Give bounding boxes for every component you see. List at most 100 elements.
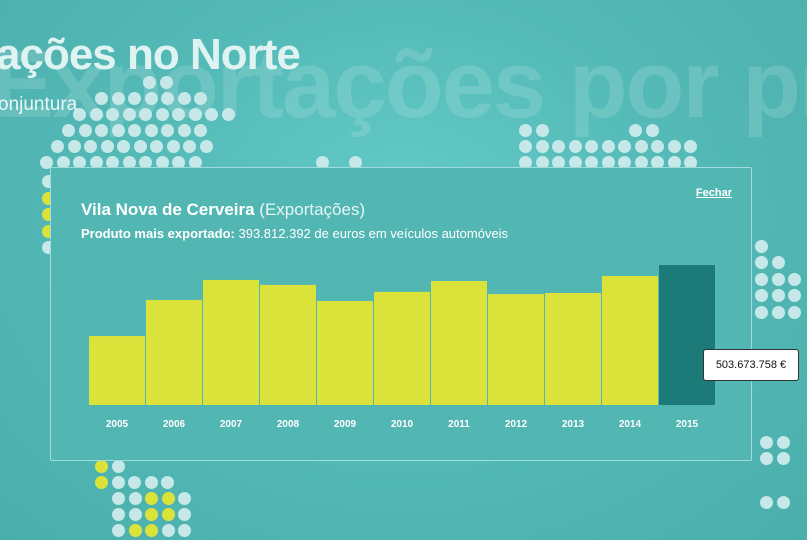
map-dot — [95, 124, 108, 137]
map-dot — [629, 124, 642, 137]
map-dot — [552, 140, 565, 153]
map-dot — [111, 460, 125, 473]
map-dot — [172, 156, 185, 169]
map-dot — [128, 524, 142, 537]
bar-2014[interactable] — [602, 276, 658, 405]
map-dot — [111, 124, 125, 137]
map-dot — [535, 124, 549, 137]
map-dot — [519, 124, 532, 137]
map-dot — [771, 273, 785, 286]
map-dot — [519, 156, 532, 169]
map-dot — [651, 140, 664, 153]
map-dot — [161, 476, 174, 489]
panel-title: Vila Nova de Cerveira (Exportações) — [81, 200, 365, 220]
bar-2011[interactable] — [431, 281, 487, 405]
map-dot — [188, 108, 202, 121]
close-button[interactable]: Fechar — [695, 187, 732, 199]
map-dot — [178, 492, 191, 505]
panel-type: (Exportações) — [259, 200, 366, 219]
map-dot — [601, 140, 615, 153]
map-dot — [634, 140, 648, 153]
x-tick-label: 2014 — [619, 419, 642, 430]
map-dot — [150, 140, 163, 153]
map-dot — [776, 436, 790, 449]
map-dot — [178, 508, 191, 521]
map-dot — [112, 508, 125, 521]
top-product-line: Produto mais exportado: 393.812.392 de e… — [81, 226, 508, 241]
map-dot — [618, 156, 631, 169]
page-subtitle: onjuntura — [0, 94, 78, 115]
map-dot — [760, 452, 773, 465]
map-dot — [601, 156, 615, 169]
map-dot — [755, 306, 768, 319]
map-dot — [771, 306, 785, 319]
map-dot — [95, 92, 108, 105]
map-dot — [194, 124, 207, 137]
map-dot — [73, 108, 86, 121]
x-tick-label: 2005 — [106, 419, 129, 430]
map-dot — [95, 476, 108, 489]
bar-2012[interactable] — [488, 294, 544, 405]
map-dot — [178, 524, 191, 537]
map-dot — [188, 156, 202, 169]
map-dot — [117, 140, 130, 153]
map-dot — [78, 124, 92, 137]
bar-2013[interactable] — [545, 292, 601, 405]
x-tick-label: 2009 — [334, 419, 357, 430]
map-dot — [172, 108, 185, 121]
x-tick-label: 2012 — [505, 419, 528, 430]
map-dot — [199, 140, 213, 153]
map-dot — [177, 124, 191, 137]
page-title: ações no Norte — [0, 30, 301, 79]
map-dot — [159, 76, 173, 89]
bar-2005[interactable] — [89, 336, 145, 405]
bar-2006[interactable] — [146, 299, 202, 405]
bar-2015[interactable] — [659, 265, 715, 405]
map-dot — [133, 140, 147, 153]
map-dot — [161, 124, 174, 137]
map-dot — [143, 76, 156, 89]
map-dot — [40, 156, 53, 169]
map-dot — [585, 140, 598, 153]
map-dot — [139, 108, 152, 121]
map-dot — [667, 156, 681, 169]
map-dot — [667, 140, 681, 153]
map-dot — [349, 156, 362, 169]
background-title: Exportações por produto — [0, 31, 807, 138]
bar-2007[interactable] — [203, 279, 259, 405]
map-dot — [145, 524, 158, 537]
x-tick-label: 2006 — [163, 419, 186, 430]
x-tick-label: 2011 — [448, 419, 470, 430]
map-dot — [755, 256, 768, 269]
map-dot — [788, 289, 801, 302]
top-product-desc: de euros em veículos automóveis — [314, 226, 509, 241]
map-dot — [145, 508, 158, 521]
map-dot — [128, 492, 142, 505]
bar-2010[interactable] — [374, 291, 430, 405]
map-dot — [51, 140, 64, 153]
map-dot — [84, 140, 97, 153]
bar-2009[interactable] — [317, 301, 373, 405]
map-dot — [755, 289, 768, 302]
map-dot — [89, 108, 103, 121]
map-dot — [128, 92, 141, 105]
map-dot — [755, 273, 768, 286]
map-dot — [618, 140, 631, 153]
map-dot — [62, 124, 75, 137]
map-dot — [651, 156, 664, 169]
map-dot — [771, 256, 785, 269]
map-dot — [177, 92, 191, 105]
bar-2008[interactable] — [260, 284, 316, 405]
map-dot — [776, 452, 790, 465]
map-dot — [161, 508, 175, 521]
x-tick-label: 2008 — [277, 419, 300, 430]
map-dot — [788, 306, 801, 319]
map-dot — [161, 524, 175, 537]
map-dot — [128, 124, 141, 137]
map-dot — [760, 436, 773, 449]
x-tick-label: 2010 — [391, 419, 414, 430]
map-dot — [67, 140, 81, 153]
map-dot — [645, 124, 659, 137]
map-dot — [634, 156, 648, 169]
map-dot — [535, 140, 549, 153]
